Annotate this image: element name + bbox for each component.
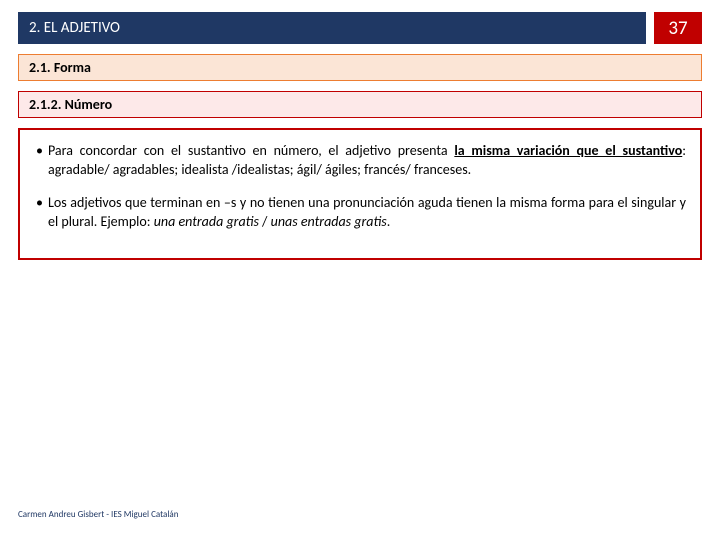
header-row: 2. EL ADJETIVO 37 <box>18 12 702 44</box>
list-item: Los adjetivos que terminan en –s y no ti… <box>34 194 686 232</box>
bullet2-italic-2: unas entradas gratis <box>271 213 387 230</box>
bullet-list: Para concordar con el sustantivo en núme… <box>34 142 686 232</box>
footer-credit: Carmen Andreu Gisbert - IES Miguel Catal… <box>18 509 178 520</box>
page-number-badge: 37 <box>654 12 702 44</box>
section-heading-2: 2.1.2. Número <box>18 91 702 118</box>
chapter-title-bar: 2. EL ADJETIVO <box>18 12 646 44</box>
bullet2-italic-1: una entrada gratis <box>154 213 259 230</box>
content-box: Para concordar con el sustantivo en núme… <box>18 128 702 260</box>
bullet1-emphasis: la misma variación que el sustantivo <box>454 142 682 159</box>
bullet1-pre: Para concordar con el sustantivo en núme… <box>48 142 454 159</box>
list-item: Para concordar con el sustantivo en núme… <box>34 142 686 180</box>
bullet2-post: . <box>387 213 391 230</box>
bullet2-mid: / <box>259 213 271 230</box>
section-heading-1: 2.1. Forma <box>18 54 702 81</box>
